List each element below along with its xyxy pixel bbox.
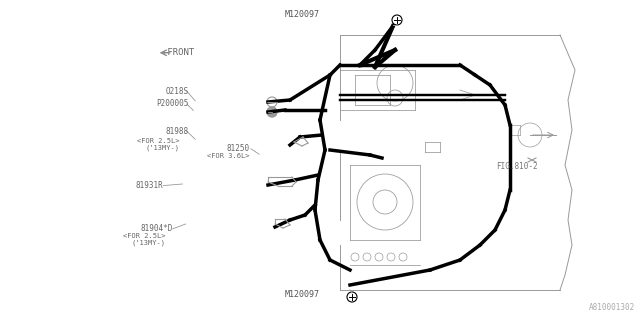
Text: ('13MY-): ('13MY-) [145,145,179,151]
Text: 81931R: 81931R [136,181,163,190]
Text: 81988: 81988 [166,127,189,136]
Text: <FOR 3.6L>: <FOR 3.6L> [207,153,250,159]
Text: 81904*D: 81904*D [140,224,173,233]
Text: M120097: M120097 [285,10,320,19]
Circle shape [267,107,277,117]
Text: P200005: P200005 [156,100,189,108]
Text: M120097: M120097 [285,290,320,299]
Text: <FOR 2.5L>: <FOR 2.5L> [123,233,165,239]
Text: ←FRONT: ←FRONT [163,48,195,57]
Text: <FOR 2.5L>: <FOR 2.5L> [137,138,179,144]
Text: 81250: 81250 [227,144,250,153]
Text: FIG.810-2: FIG.810-2 [496,162,538,171]
Text: ('13MY-): ('13MY-) [131,240,165,246]
Text: A810001302: A810001302 [589,303,635,312]
Text: O218S: O218S [166,87,189,96]
